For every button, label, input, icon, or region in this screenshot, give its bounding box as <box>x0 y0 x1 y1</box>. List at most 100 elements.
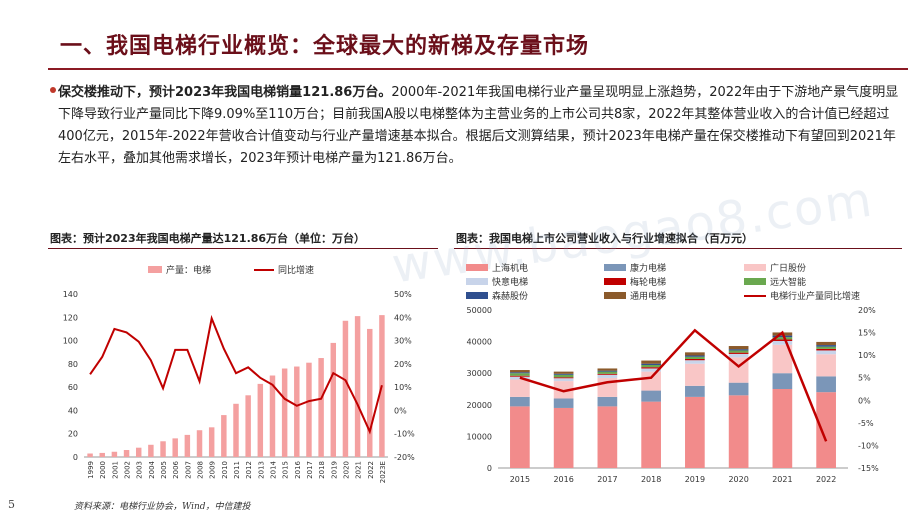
revenue-bar-segment <box>816 392 836 468</box>
x-tick-label: 2006 <box>172 460 180 478</box>
production-bar <box>330 342 337 457</box>
legend-swatch <box>466 292 488 299</box>
legend-swatch <box>466 278 488 285</box>
production-bar <box>196 430 203 457</box>
x-tick-label: 1999 <box>87 461 95 479</box>
revenue-bar-segment <box>772 337 793 340</box>
revenue-bar-segment <box>553 377 574 379</box>
revenue-bar-segment <box>641 363 661 365</box>
legend-label: 上海机电 <box>492 262 528 274</box>
revenue-bar-segment <box>772 344 793 374</box>
revenue-bar-segment <box>597 370 618 372</box>
revenue-bar-segment <box>553 381 574 399</box>
production-bar <box>135 447 142 457</box>
revenue-bar-segment <box>510 375 530 377</box>
x-tick-label: 2019 <box>685 475 705 484</box>
legend-swatch-production <box>148 266 162 273</box>
revenue-bar-segment <box>553 373 574 375</box>
production-bar <box>281 368 288 457</box>
x-tick-label: 2021 <box>772 475 792 484</box>
x-tick-label: 2016 <box>294 460 302 478</box>
revenue-bar-segment <box>685 396 705 468</box>
y-right-tick-label: -15% <box>858 464 879 473</box>
bullet-icon <box>50 87 56 93</box>
x-tick-label: 2018 <box>318 461 326 479</box>
production-bar <box>367 328 373 457</box>
x-tick-label: 2005 <box>160 461 168 479</box>
x-tick-label: 2003 <box>136 461 144 479</box>
x-tick-label: 2007 <box>184 461 192 479</box>
x-tick-label: 2014 <box>269 460 277 478</box>
production-bar <box>221 415 227 457</box>
production-bar <box>111 451 118 457</box>
x-tick-label: 2010 <box>221 461 229 479</box>
y-right-tick-label: 10% <box>858 351 876 360</box>
revenue-bar-segment <box>641 401 661 468</box>
revenue-bar-segment <box>597 374 618 378</box>
production-bar <box>318 358 324 457</box>
x-tick-label: 2017 <box>306 461 314 479</box>
legend-label: 远大智能 <box>770 276 806 288</box>
revenue-bar-segment <box>685 360 705 364</box>
revenue-bar-segment <box>772 339 793 341</box>
y-left-tick-label: 40 <box>68 406 78 415</box>
y-right-tick-label: 5% <box>858 374 871 383</box>
legend-swatch <box>466 264 488 271</box>
revenue-bar-segment <box>685 363 705 386</box>
y-left-tick-label: 10000 <box>467 432 492 441</box>
y-right-tick-label: -10% <box>394 430 415 439</box>
revenue-bar-segment <box>641 368 661 372</box>
growth-line <box>519 328 828 442</box>
page-title: 一、我国电梯行业概览：全球最大的新梯及存量市场 <box>60 34 590 59</box>
x-tick-label: 2018 <box>641 475 661 484</box>
title-divider <box>48 68 908 70</box>
x-tick-label: 2011 <box>233 461 241 479</box>
revenue-bar-segment <box>685 385 705 397</box>
production-bar <box>354 316 361 457</box>
production-bar <box>294 366 300 457</box>
y-right-tick-label: 50% <box>394 290 412 299</box>
y-right-tick-label: 30% <box>394 337 412 346</box>
revenue-bar-segment <box>728 346 749 350</box>
source-note: 资料来源：电梯行业协会，Wind，中信建投 <box>74 502 251 512</box>
revenue-bar-segment <box>553 407 574 468</box>
x-tick-label: 2001 <box>111 461 119 479</box>
x-tick-label: 2022 <box>367 461 375 479</box>
y-right-tick-label: -5% <box>858 419 874 428</box>
revenue-bar-segment <box>685 355 705 357</box>
legend-swatch <box>744 278 766 285</box>
production-bar <box>257 383 264 457</box>
revenue-bar-segment <box>641 364 661 368</box>
revenue-bar-segment <box>641 360 661 364</box>
legend-swatch <box>604 292 626 299</box>
x-tick-label: 2017 <box>597 475 617 484</box>
revenue-bar-segment <box>553 371 574 374</box>
revenue-bar-segment <box>641 390 661 402</box>
y-left-tick-label: 40000 <box>467 338 492 347</box>
y-right-tick-label: -10% <box>858 441 879 450</box>
page-number: 5 <box>8 498 15 511</box>
x-tick-label: 2008 <box>197 461 205 479</box>
revenue-bar-segment <box>510 379 530 397</box>
y-left-tick-label: 100 <box>63 337 78 346</box>
revenue-bar-segment <box>553 378 574 382</box>
y-left-tick-label: 0 <box>73 453 78 462</box>
y-right-tick-label: 10% <box>394 383 412 392</box>
revenue-bar-segment <box>685 356 705 359</box>
revenue-bar-segment <box>728 350 749 353</box>
chart2-rule <box>454 248 902 249</box>
revenue-bar-segment <box>816 376 836 393</box>
revenue-bar-segment <box>553 374 574 378</box>
production-chart: 产量：电梯 同比增速 0 20 40 60 80 100 120 140 -20% -10% 0% 10%… <box>63 264 415 483</box>
y-left-tick-label: 80 <box>68 360 78 369</box>
revenue-bar-segment <box>728 353 749 358</box>
x-tick-label: 2015 <box>282 461 290 479</box>
y-left-tick-label: 0 <box>487 464 492 473</box>
legend-swatch <box>604 264 626 271</box>
x-tick-label: 2020 <box>342 461 350 479</box>
production-bar <box>99 452 105 457</box>
x-tick-label: 2023E <box>379 461 387 483</box>
revenue-bar-segment <box>510 370 530 373</box>
production-bar <box>160 441 166 457</box>
